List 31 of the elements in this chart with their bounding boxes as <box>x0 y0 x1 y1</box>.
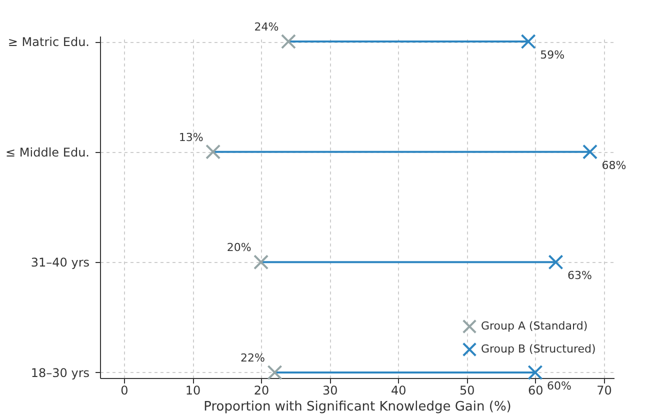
data-label: 63% <box>568 269 592 282</box>
data-label: 60% <box>546 379 572 392</box>
point <box>254 254 269 270</box>
x-tick-label: 10 <box>185 384 201 398</box>
point <box>267 364 282 380</box>
x-tick-label: 70 <box>596 384 612 398</box>
x-tick-label: 50 <box>460 384 475 398</box>
data-label: 13% <box>178 130 204 144</box>
data-label: 59% <box>540 48 565 62</box>
x-tick-label: 60 <box>528 384 544 398</box>
x-tick-label: 0 <box>120 384 128 398</box>
y-tick-label: 31–40 yrs <box>30 256 90 270</box>
y-tick-label: 18–30 yrs <box>30 366 90 380</box>
y-tick-label: ≥ Matric Edu. <box>8 35 90 50</box>
point <box>520 34 536 50</box>
point <box>582 144 598 160</box>
legend-label: Group A (Standard) <box>481 320 588 332</box>
point <box>548 254 564 270</box>
data-label: 22% <box>240 351 265 364</box>
data-label: 68% <box>602 158 626 172</box>
x-tick-label: 20 <box>254 384 270 398</box>
data-label: 24% <box>254 20 279 34</box>
y-tick-label: ≤ Middle Edu. <box>6 145 90 160</box>
point <box>206 144 221 160</box>
x-tick-label: 40 <box>390 384 406 398</box>
x-tick-label: 30 <box>322 384 338 398</box>
point <box>280 34 296 50</box>
legend-label: Group B (Structured) <box>481 342 596 356</box>
point <box>528 364 543 380</box>
x-axis-title: Proportion with Significant Knowledge Gain (%) <box>204 400 512 414</box>
data-label: 20% <box>226 241 252 254</box>
